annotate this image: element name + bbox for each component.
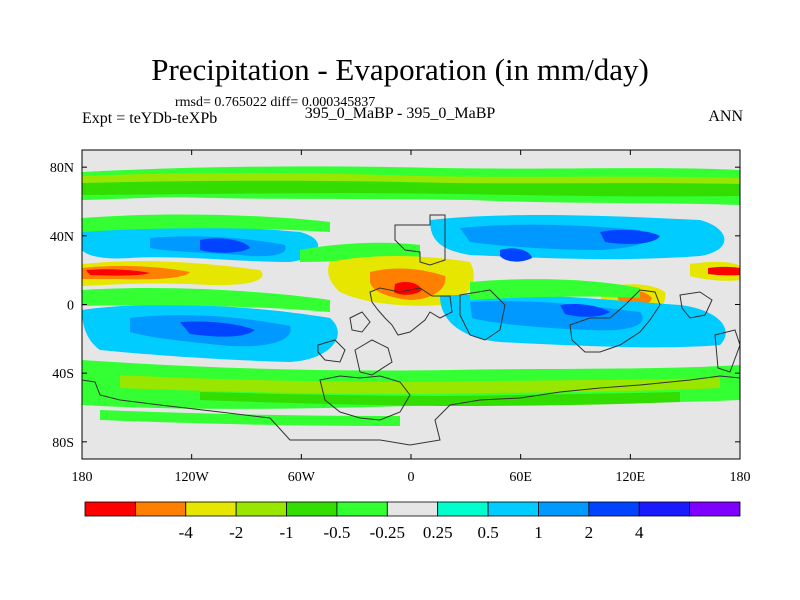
colorbar-label: -4: [179, 523, 194, 542]
colorbar-label: -1: [279, 523, 293, 542]
field-east-red-right: [708, 266, 740, 276]
field-eq-west-red: [86, 269, 150, 276]
field-south-dark: [180, 321, 255, 337]
field-band-south-dark: [200, 392, 680, 406]
field-band-north-dark: [82, 180, 740, 197]
colorbar-label: 1: [534, 523, 543, 542]
field-pacific-blue2: [460, 224, 648, 250]
x-tick-label: 0: [408, 470, 415, 485]
x-tick-label: 180: [72, 470, 93, 485]
y-tick-label: 40N: [50, 230, 74, 245]
axis-ticks: 180 120W 60W 0 60E 120E 180 80N 40N 0 40S 80S: [50, 150, 751, 485]
x-tick-label: 60W: [288, 470, 316, 485]
field-band-south-low: [100, 410, 400, 426]
field-band-south-light: [120, 375, 720, 394]
colorbar-label: -0.5: [323, 523, 350, 542]
colorbar-box: [487, 501, 539, 517]
colorbar-box: [588, 501, 640, 517]
colorbar-box: [538, 501, 590, 517]
chart-stats: rmsd= 0.765022 diff= 0.000345837: [175, 95, 376, 110]
colorbar-box: [185, 501, 237, 517]
y-tick-label: 80S: [52, 436, 74, 451]
chart-title: Precipitation - Evaporation (in mm/day): [151, 52, 649, 87]
colorbar-box: [638, 501, 691, 517]
y-tick-label: 0: [67, 299, 74, 314]
field-south-dark-east: [560, 303, 610, 317]
colorbar-box: [437, 501, 489, 517]
colorbar-box: [286, 501, 338, 517]
colorbar-box: [386, 501, 439, 517]
colorbar-label: 4: [635, 523, 644, 542]
map-field: [82, 150, 740, 459]
field-green-s1: [82, 288, 330, 312]
field-green-n1: [82, 214, 330, 232]
colorbar-label: -0.25: [370, 523, 405, 542]
colorbar-box: [134, 501, 187, 517]
y-tick-label: 40S: [52, 367, 74, 382]
x-tick-label: 120W: [175, 470, 210, 485]
y-tick-label: 80N: [50, 161, 74, 176]
colorbar-label: 0.25: [423, 523, 453, 542]
x-tick-label: 120E: [616, 470, 646, 485]
field-pacific-dark: [600, 229, 660, 244]
colorbar-label: 2: [585, 523, 594, 542]
case-label: 395_0_MaBP - 395_0_MaBP: [304, 105, 496, 122]
field-blob-dark-b: [500, 248, 532, 262]
colorbar-box: [84, 501, 136, 517]
field-blob-dark-a: [200, 238, 250, 253]
colorbar-box: [689, 501, 741, 517]
colorbar-box: [235, 501, 287, 517]
field-green-s2: [470, 279, 640, 300]
colorbar-box: [336, 501, 388, 517]
colorbar: -4 -2 -1 -0.5 -0.25 0.25 0.5 1 2 4: [84, 501, 741, 542]
colorbar-label: 0.5: [477, 523, 498, 542]
season-label: ANN: [708, 108, 743, 125]
experiment-label: Expt = teYDb-teXPb: [82, 110, 218, 127]
x-tick-label: 60E: [509, 470, 532, 485]
colorbar-label: -2: [229, 523, 243, 542]
coastlines: [82, 214, 740, 446]
x-tick-label: 180: [730, 470, 751, 485]
